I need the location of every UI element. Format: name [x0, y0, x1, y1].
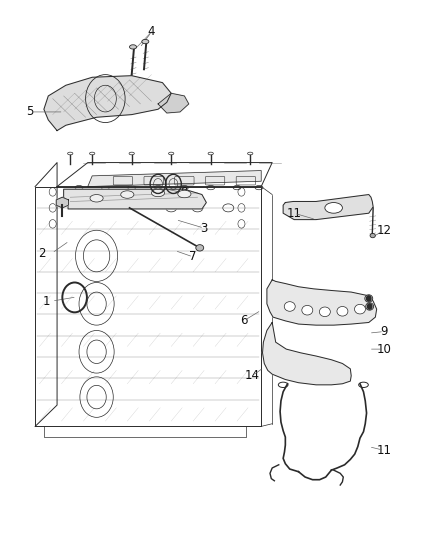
Ellipse shape — [364, 295, 372, 302]
Ellipse shape — [353, 304, 364, 314]
Text: 10: 10 — [376, 343, 391, 356]
Text: 12: 12 — [376, 224, 391, 237]
Text: 5: 5 — [26, 106, 33, 118]
Text: 3: 3 — [200, 222, 207, 235]
Ellipse shape — [177, 190, 191, 198]
Circle shape — [367, 304, 371, 309]
Ellipse shape — [195, 245, 203, 251]
Ellipse shape — [90, 195, 103, 202]
Ellipse shape — [284, 302, 294, 311]
Polygon shape — [262, 322, 350, 385]
Ellipse shape — [336, 306, 347, 316]
Text: 11: 11 — [376, 444, 391, 457]
Ellipse shape — [129, 45, 136, 49]
Ellipse shape — [141, 39, 148, 44]
Text: 6: 6 — [239, 314, 247, 327]
Ellipse shape — [151, 189, 164, 197]
Text: 2: 2 — [38, 247, 46, 260]
Ellipse shape — [365, 303, 373, 310]
Circle shape — [366, 296, 370, 301]
Text: 7: 7 — [189, 251, 197, 263]
Polygon shape — [283, 195, 372, 220]
Ellipse shape — [318, 307, 330, 317]
Text: 4: 4 — [147, 26, 155, 38]
Text: 11: 11 — [286, 207, 301, 220]
Polygon shape — [88, 171, 261, 187]
Text: 9: 9 — [379, 325, 387, 338]
Polygon shape — [64, 189, 206, 209]
Ellipse shape — [369, 233, 374, 238]
Polygon shape — [44, 76, 171, 131]
Text: 14: 14 — [244, 369, 259, 382]
Ellipse shape — [120, 191, 134, 198]
Ellipse shape — [301, 305, 312, 315]
Text: 8: 8 — [180, 187, 187, 199]
Polygon shape — [266, 280, 376, 325]
Polygon shape — [56, 197, 68, 208]
Text: 1: 1 — [42, 295, 50, 308]
Ellipse shape — [324, 203, 342, 213]
Polygon shape — [158, 93, 188, 113]
